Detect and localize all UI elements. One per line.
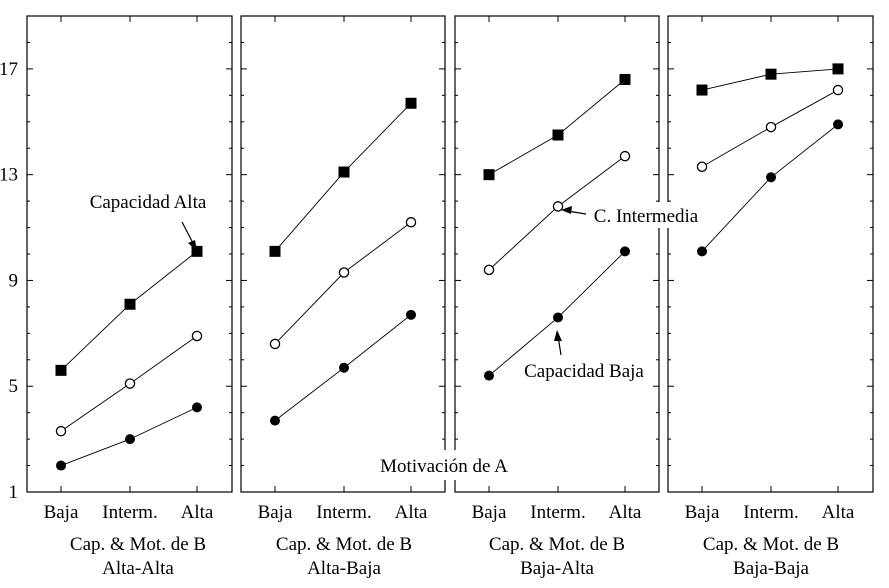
y-tick-label-1: 1 — [9, 482, 19, 503]
marker-filled-circle — [553, 312, 563, 323]
panel-2-label-line1: Cap. & Mot. de B — [276, 534, 412, 555]
marker-filled-square — [832, 63, 844, 75]
marker-filled-circle — [192, 402, 202, 413]
annotation-capacidad-baja: Capacidad Baja — [524, 361, 644, 382]
series-line-c-intermedia — [274, 221, 412, 345]
marker-open-circle — [55, 425, 67, 437]
marker-filled-square — [405, 97, 417, 109]
annotation-capacidad-baja-arrowhead — [554, 330, 562, 341]
marker-open-circle — [191, 330, 203, 342]
annotation-c-intermedia: C. Intermedia — [594, 206, 699, 227]
marker-open-circle — [338, 267, 350, 278]
panel-4-label-line2: Baja-Baja — [733, 558, 810, 579]
data-markers — [55, 63, 844, 471]
marker-filled-circle — [406, 309, 416, 320]
x-tick-label: Alta — [395, 502, 428, 523]
x-tick-label: Baja — [258, 502, 293, 523]
marker-filled-circle — [833, 119, 843, 130]
annotation-c-intermedia-background — [586, 202, 704, 228]
panel-1-label-line1: Cap. & Mot. de B — [70, 534, 206, 555]
marker-filled-square — [765, 68, 777, 80]
series-line-capacidad-alta — [488, 79, 626, 176]
annotation-c-intermedia-arrowhead — [561, 206, 572, 214]
marker-filled-circle — [125, 434, 135, 445]
x-tick-label: Interm. — [316, 502, 371, 523]
y-tick-label-9: 9 — [9, 270, 19, 291]
y-tick-label-5: 5 — [9, 376, 19, 397]
series-lines — [60, 68, 839, 466]
marker-open-circle — [269, 338, 281, 350]
annotation-capacidad-alta-arrowhead — [188, 240, 197, 251]
x-tick-label: Interm. — [530, 502, 585, 523]
marker-filled-circle — [620, 246, 630, 257]
marker-filled-square — [269, 245, 281, 257]
marker-filled-circle — [56, 460, 66, 471]
x-tick-label: Interm. — [102, 502, 157, 523]
x-axis-label: Motivación de A — [380, 456, 508, 477]
marker-filled-square — [696, 84, 708, 96]
x-tick-label: Alta — [181, 502, 214, 523]
x-tick-label: Baja — [44, 502, 79, 523]
marker-filled-square — [124, 298, 136, 310]
x-tick-label: Interm. — [743, 502, 798, 523]
y-tick-labels: 1 5 9 13 17 — [0, 59, 18, 503]
marker-filled-square — [552, 129, 564, 141]
marker-filled-circle — [484, 370, 494, 381]
series-line-capacidad-baja — [701, 124, 839, 252]
marker-filled-square — [191, 245, 203, 257]
marker-filled-circle — [766, 172, 776, 183]
panel-3-label-line1: Cap. & Mot. de B — [489, 534, 625, 555]
marker-open-circle — [832, 84, 844, 96]
marker-filled-square — [55, 364, 67, 376]
axis-ticks — [27, 15, 873, 493]
marker-filled-circle — [270, 415, 280, 426]
x-tick-label: Baja — [472, 502, 507, 523]
marker-open-circle — [619, 150, 631, 162]
category-labels: Baja Interm. Alta Baja Interm. Alta Baja Interm… — [44, 502, 855, 523]
annotation-capacidad-alta: Capacidad Alta — [90, 192, 207, 213]
marker-open-circle — [483, 264, 495, 276]
marker-open-circle — [765, 121, 777, 133]
marker-open-circle — [405, 217, 417, 228]
marker-open-circle — [124, 378, 136, 389]
x-tick-label: Alta — [822, 502, 855, 523]
marker-open-circle — [552, 201, 564, 212]
panel-4-label-line1: Cap. & Mot. de B — [703, 534, 839, 555]
marker-filled-circle — [697, 246, 707, 257]
marker-open-circle — [696, 161, 708, 172]
y-tick-label-17: 17 — [0, 59, 18, 80]
marker-filled-square — [483, 169, 495, 181]
marker-filled-square — [338, 166, 350, 178]
panel-3-label-line2: Baja-Alta — [520, 558, 594, 579]
series-line-capacidad-alta — [60, 251, 198, 371]
annotation-capacidad-alta-arrow — [181, 221, 195, 246]
xlabel-background — [368, 450, 520, 480]
panel-1-label-line2: Alta-Alta — [102, 558, 174, 579]
y-tick-label-13: 13 — [0, 165, 18, 186]
panel-2-label-line2: Alta-Baja — [307, 558, 381, 579]
marker-filled-square — [619, 73, 631, 85]
x-tick-label: Alta — [609, 502, 642, 523]
marker-filled-circle — [339, 362, 349, 373]
x-tick-label: Baja — [685, 502, 720, 523]
